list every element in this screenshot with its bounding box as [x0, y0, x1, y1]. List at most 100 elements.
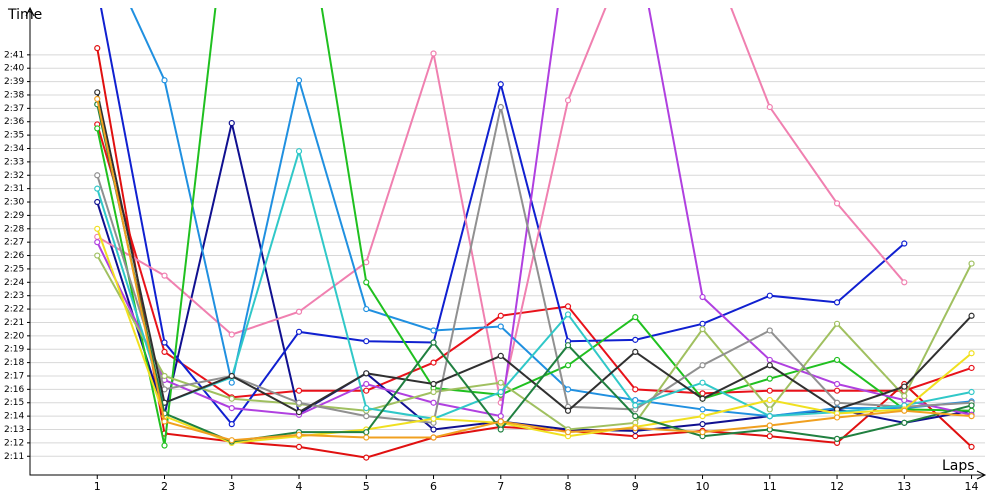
point	[564, 429, 572, 436]
point	[295, 148, 303, 155]
point	[632, 386, 639, 393]
y-tick-label: 2:19	[4, 345, 24, 355]
x-tick-label: 1	[94, 480, 101, 493]
x-tick-label: 10	[696, 480, 710, 493]
point	[699, 421, 706, 428]
y-tick-label: 2:41	[4, 50, 24, 60]
y-tick-label: 2:12	[4, 438, 24, 448]
point	[766, 292, 773, 299]
point	[968, 413, 975, 420]
plot-area	[94, 8, 975, 461]
point	[833, 320, 841, 327]
point	[363, 380, 370, 388]
point	[363, 370, 370, 377]
point	[564, 97, 572, 104]
point	[766, 327, 773, 334]
point	[228, 379, 235, 386]
point	[295, 387, 303, 394]
point	[833, 435, 841, 442]
point	[699, 406, 706, 413]
point	[430, 339, 437, 346]
point	[363, 338, 370, 345]
point	[497, 81, 504, 88]
point	[94, 225, 101, 232]
point	[497, 418, 504, 425]
series-line	[96, 147, 972, 420]
point	[968, 350, 975, 357]
point	[161, 348, 168, 355]
point	[766, 422, 773, 429]
point	[295, 399, 303, 406]
point	[564, 362, 572, 369]
point	[228, 395, 235, 402]
point	[564, 386, 572, 393]
point	[363, 279, 370, 286]
series-line	[96, 8, 972, 418]
point	[632, 314, 639, 321]
y-tick-label: 2:26	[4, 251, 24, 261]
point	[94, 95, 101, 103]
point	[968, 312, 975, 319]
series-line	[96, 106, 972, 424]
point	[766, 356, 773, 364]
series-line	[96, 8, 906, 403]
point	[699, 379, 706, 386]
point	[94, 198, 101, 206]
point	[901, 392, 908, 400]
point	[766, 433, 773, 440]
point	[632, 348, 639, 355]
point	[497, 312, 504, 319]
point	[564, 311, 572, 318]
point	[699, 395, 706, 402]
series-line	[100, 8, 905, 426]
point	[699, 326, 706, 333]
point	[833, 387, 841, 394]
y-tick-label: 2:35	[4, 131, 24, 141]
point	[94, 239, 101, 246]
series-line	[130, 8, 972, 418]
x-tick-label: 13	[897, 480, 911, 493]
point	[430, 415, 437, 422]
y-tick-label: 2:31	[4, 184, 24, 194]
point	[901, 279, 908, 286]
point	[228, 372, 235, 380]
y-tick-label: 2:16	[4, 385, 24, 395]
point	[833, 299, 841, 306]
y-tick-label: 2:24	[4, 278, 24, 288]
point	[94, 185, 101, 192]
point	[94, 125, 101, 132]
point	[161, 372, 168, 380]
point	[363, 429, 370, 436]
x-axis-title: Laps	[942, 458, 975, 474]
y-tick-label: 2:34	[4, 144, 24, 154]
series-line	[96, 98, 972, 442]
x-tick-label: 9	[632, 480, 639, 493]
point	[363, 413, 370, 420]
point	[699, 293, 706, 301]
point	[430, 399, 437, 406]
point	[901, 419, 908, 426]
x-tick-label: 12	[830, 480, 844, 493]
x-tick-label: 5	[363, 480, 370, 493]
point	[363, 259, 370, 266]
point	[430, 388, 437, 396]
point	[497, 103, 504, 111]
point	[699, 320, 706, 327]
point	[228, 119, 235, 127]
point	[430, 50, 437, 57]
point	[833, 414, 841, 421]
y-tick-label: 2:11	[4, 452, 24, 462]
series-line	[96, 8, 972, 446]
y-tick-label: 2:33	[4, 157, 24, 167]
point	[497, 323, 504, 330]
point	[766, 362, 773, 369]
x-tick-label: 3	[228, 480, 235, 493]
y-tick-label: 2:30	[4, 198, 24, 208]
y-arrow	[25, 6, 35, 17]
y-tick-label: 2:40	[4, 64, 24, 74]
point	[968, 388, 975, 396]
point	[901, 240, 908, 247]
y-tick-label: 2:36	[4, 117, 24, 127]
point	[94, 252, 101, 259]
